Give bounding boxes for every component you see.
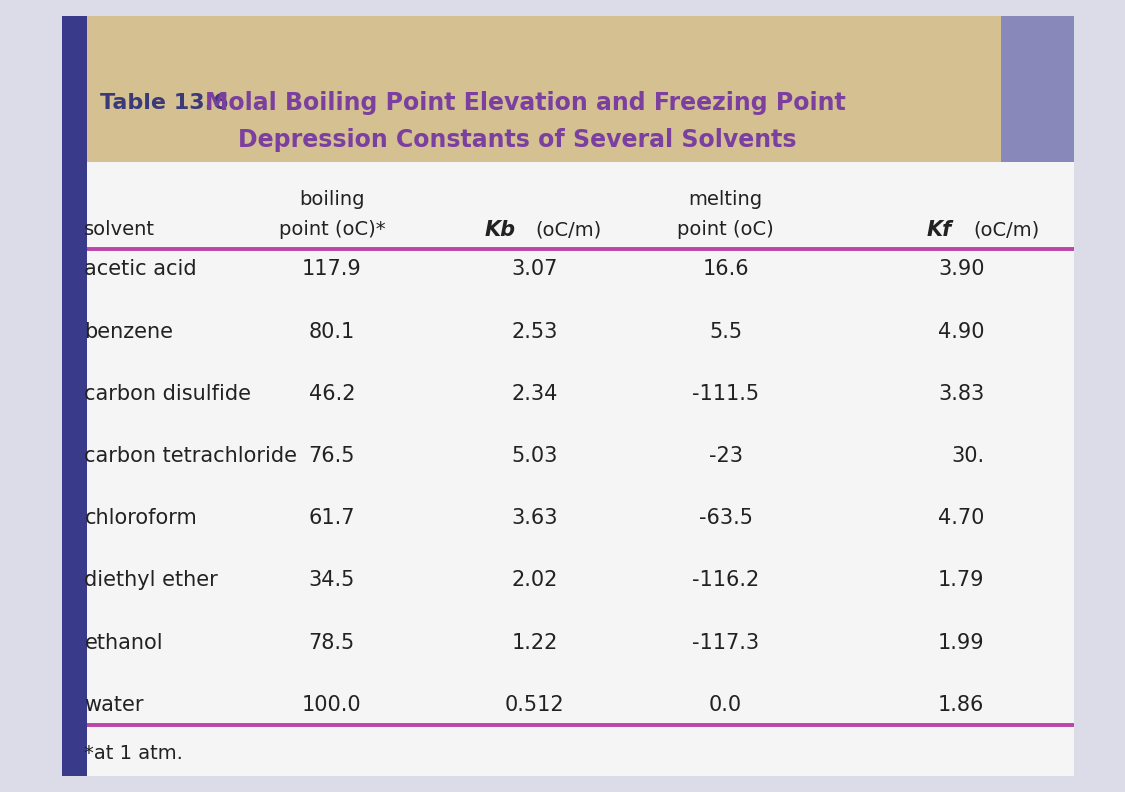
Text: chloroform: chloroform [84,508,197,528]
Text: 0.0: 0.0 [709,695,742,715]
Text: carbon tetrachloride: carbon tetrachloride [84,446,297,466]
Text: -111.5: -111.5 [692,384,759,404]
Text: benzene: benzene [84,322,173,341]
Text: water: water [84,695,144,715]
Text: point (oC): point (oC) [677,220,774,239]
Text: Table 13.6: Table 13.6 [100,93,228,113]
Text: 117.9: 117.9 [302,259,362,280]
Text: Kf: Kf [927,219,952,240]
Text: 5.5: 5.5 [709,322,742,341]
Text: -23: -23 [709,446,742,466]
Text: 5.03: 5.03 [511,446,558,466]
Text: solvent: solvent [84,220,155,239]
Text: ethanol: ethanol [84,633,163,653]
Text: 0.512: 0.512 [504,695,565,715]
Text: 3.90: 3.90 [938,259,984,280]
Text: point (oC)*: point (oC)* [279,220,385,239]
FancyBboxPatch shape [1001,16,1074,162]
Text: 61.7: 61.7 [308,508,356,528]
Text: 3.83: 3.83 [938,384,984,404]
Text: 1.99: 1.99 [938,633,984,653]
Text: -117.3: -117.3 [692,633,759,653]
Text: 76.5: 76.5 [308,446,356,466]
Text: -63.5: -63.5 [699,508,753,528]
Text: *at 1 atm.: *at 1 atm. [84,744,183,763]
Text: melting: melting [688,190,763,209]
Text: 30.: 30. [952,446,984,466]
Text: 3.07: 3.07 [511,259,558,280]
Text: 46.2: 46.2 [308,384,356,404]
FancyBboxPatch shape [87,16,1001,162]
Text: (oC/m): (oC/m) [974,220,1040,239]
Text: 4.70: 4.70 [938,508,984,528]
Text: 1.22: 1.22 [511,633,558,653]
FancyBboxPatch shape [62,16,1074,776]
Text: diethyl ether: diethyl ether [84,570,218,590]
Text: Molal Boiling Point Elevation and Freezing Point: Molal Boiling Point Elevation and Freezi… [205,91,846,115]
Text: 34.5: 34.5 [308,570,356,590]
Text: 2.02: 2.02 [511,570,558,590]
Text: 78.5: 78.5 [308,633,356,653]
FancyBboxPatch shape [62,16,87,776]
Text: 80.1: 80.1 [308,322,356,341]
Text: 1.86: 1.86 [938,695,984,715]
Text: acetic acid: acetic acid [84,259,197,280]
Text: (oC/m): (oC/m) [536,220,601,239]
Text: 16.6: 16.6 [702,259,749,280]
Text: carbon disulfide: carbon disulfide [84,384,251,404]
Text: Kb: Kb [485,219,516,240]
Text: Depression Constants of Several Solvents: Depression Constants of Several Solvents [238,128,796,152]
Text: -116.2: -116.2 [692,570,759,590]
Text: 2.53: 2.53 [511,322,558,341]
Text: 2.34: 2.34 [511,384,558,404]
Text: 4.90: 4.90 [938,322,984,341]
Text: 1.79: 1.79 [938,570,984,590]
Text: 100.0: 100.0 [302,695,362,715]
Text: boiling: boiling [299,190,364,209]
Text: 3.63: 3.63 [511,508,558,528]
